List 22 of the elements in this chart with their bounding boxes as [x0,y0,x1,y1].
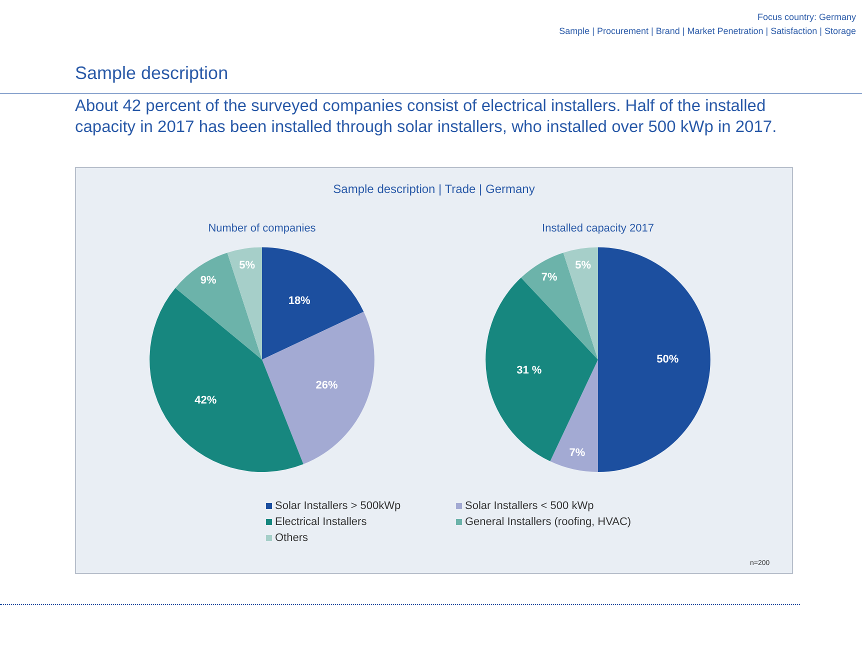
data-label: 18% [288,294,311,307]
data-label: 50% [656,354,679,366]
legend-label: General Installers (roofing, HVAC) [465,516,632,528]
text: Sample description [75,63,228,83]
data-label: 5% [239,259,256,272]
data-label: 9% [200,274,216,287]
data-label: 5% [575,259,592,272]
data-label: 31 % [516,364,542,377]
legend-label: Solar Installers < 500 kWp [465,500,594,512]
text: Sample description | Trade | Germany [333,182,535,196]
text: Sample | Procurement | Brand | Market Penetration | Satisfaction | Storage [559,26,856,36]
data-label: 7% [569,446,586,459]
legend-label: Electrical Installers [275,516,367,528]
data-label: 7% [541,271,558,284]
text: Focus country: Germany [757,12,856,22]
data-label: 42% [194,394,217,407]
chart-title: Number of companies [208,222,316,235]
chart-title: Installed capacity 2017 [542,222,654,235]
legend-label: Others [275,532,308,544]
text: About 42 percent of the surveyed companies consist of electrical installers. Half of the installed capacity in 2017 has been installed through solar installers, who installed over 500 kWp in 2017. [75,97,777,136]
data-label: 26% [316,379,338,392]
legend-label: Solar Installers > 500kWp [275,500,401,512]
